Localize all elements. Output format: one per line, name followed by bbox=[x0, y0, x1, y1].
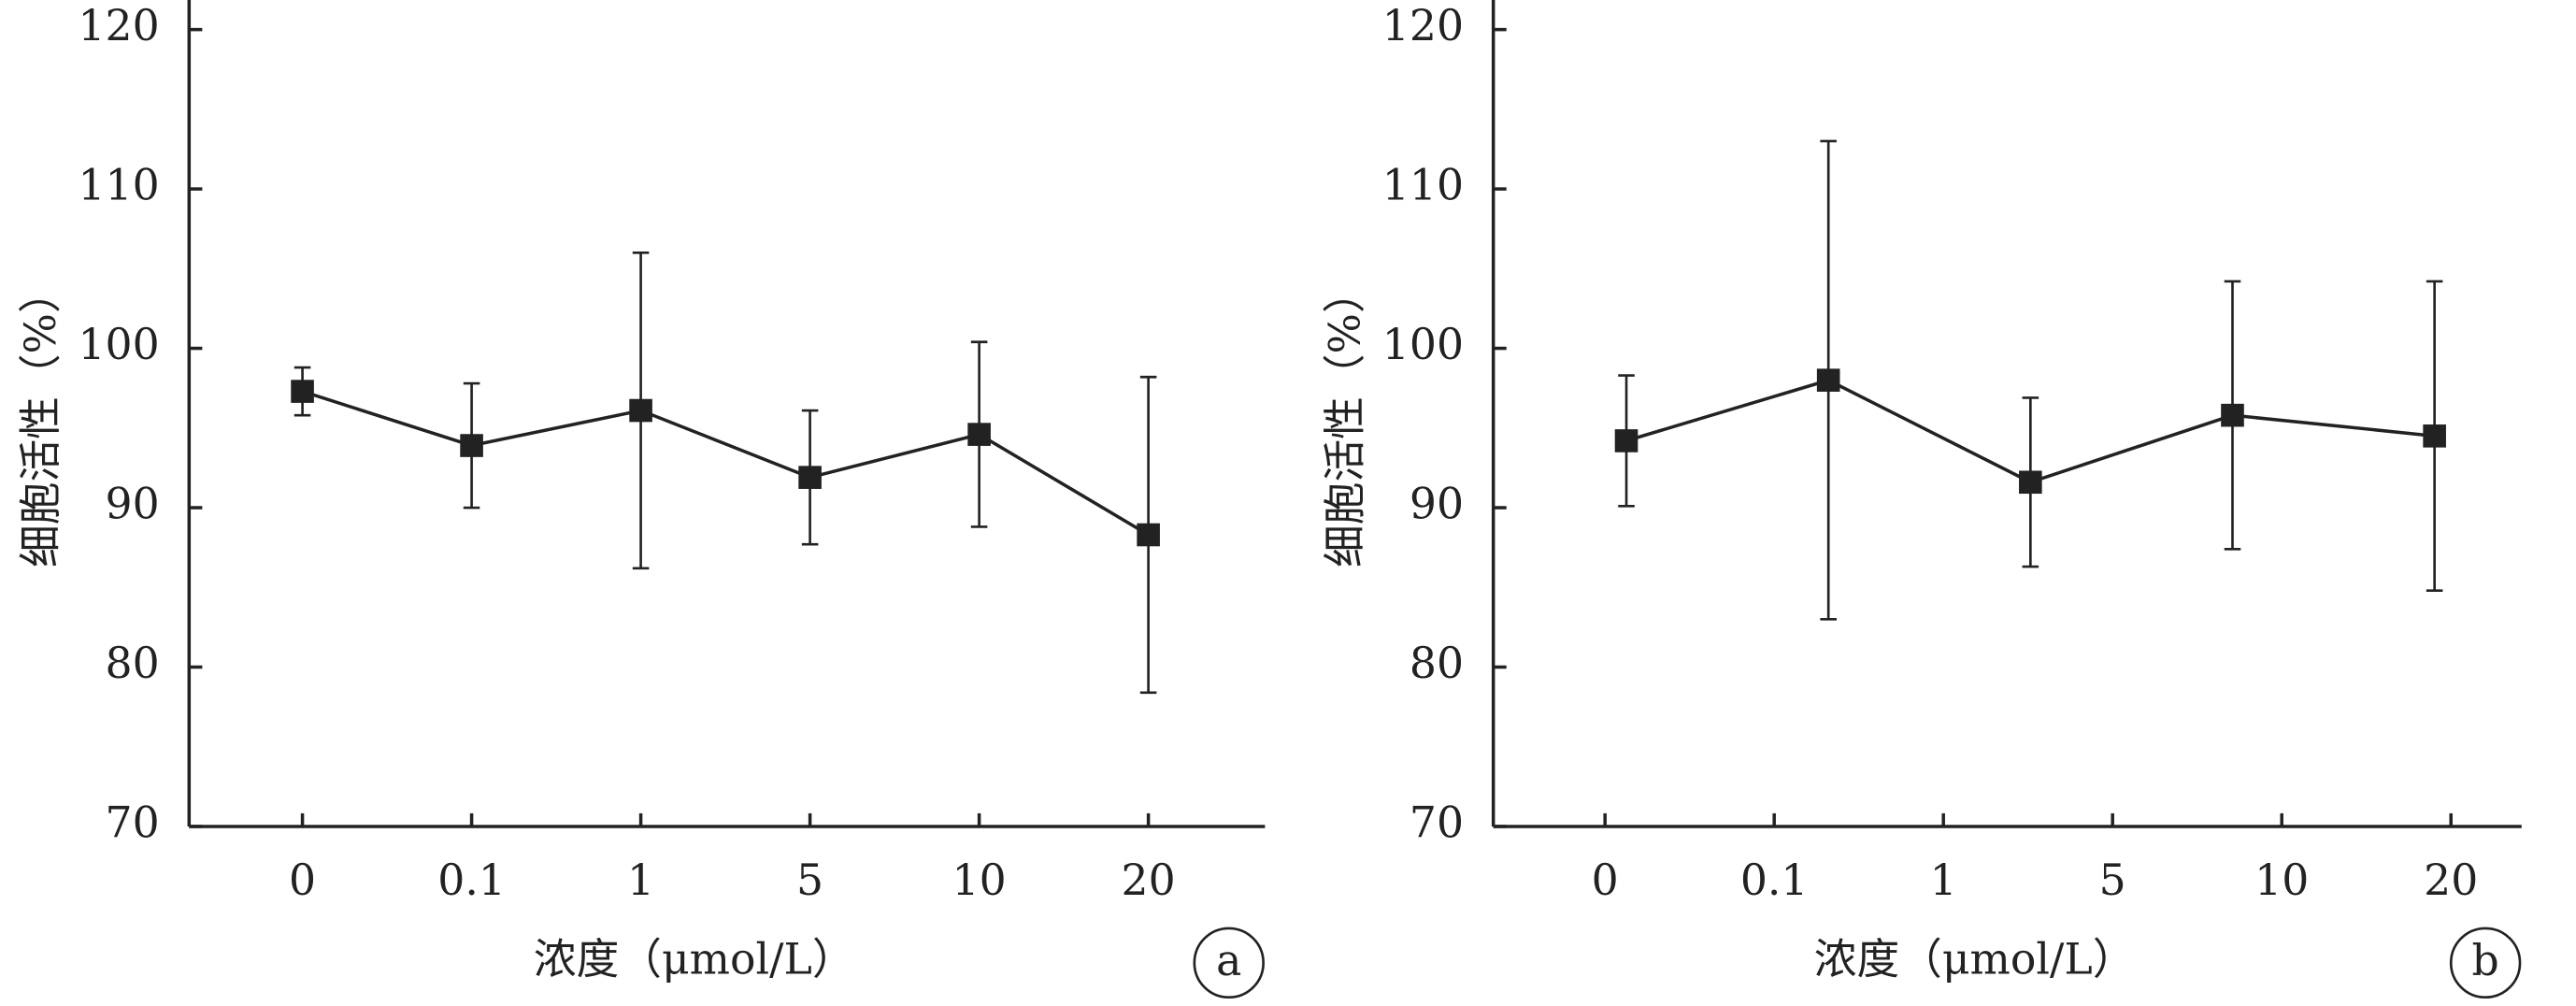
x-tick-label: 5 bbox=[2099, 855, 2126, 905]
marker bbox=[967, 423, 991, 446]
x-axis-label: 浓度（μmol/L） bbox=[1814, 934, 2136, 984]
y-tick-label: 70 bbox=[106, 798, 160, 847]
x-tick-label: 10 bbox=[952, 855, 1007, 905]
panel-badge bbox=[1193, 927, 1265, 999]
marker bbox=[1614, 429, 1639, 453]
y-tick-label: 100 bbox=[78, 320, 159, 369]
panel-label: b bbox=[2472, 936, 2499, 985]
y-axis-label: 细胞活性（%） bbox=[1321, 270, 1370, 568]
x-tick-label: 1 bbox=[627, 855, 654, 905]
x-tick-label: 1 bbox=[1930, 855, 1957, 905]
y-tick-label: 80 bbox=[106, 639, 160, 688]
x-tick-label: 5 bbox=[796, 855, 823, 905]
y-axis-label: 细胞活性（%） bbox=[16, 270, 65, 568]
x-tick-label: 20 bbox=[1122, 855, 1176, 905]
x-tick-label: 20 bbox=[2424, 855, 2478, 905]
marker bbox=[2019, 470, 2042, 495]
y-tick-label: 120 bbox=[78, 1, 159, 50]
panel: 70 80 90 100 110 120 0 0.1 1 5 10 20 浓度（μmol/L） 细胞活性（… bbox=[16, 0, 1266, 999]
marker bbox=[2423, 424, 2446, 448]
line bbox=[302, 389, 1150, 537]
x-axis-label: 浓度（μmol/L） bbox=[534, 934, 855, 984]
y-tick-label: 90 bbox=[1410, 480, 1464, 529]
y-tick-label: 120 bbox=[1382, 1, 1464, 50]
x-tick-label: 0 bbox=[289, 855, 316, 905]
x-tick-label: 0.1 bbox=[1740, 855, 1809, 905]
panel-label: a bbox=[1216, 936, 1241, 985]
marker bbox=[798, 466, 822, 489]
y-tick-label: 80 bbox=[1410, 639, 1464, 688]
x-tick-label: 0 bbox=[1592, 855, 1619, 905]
marker bbox=[2221, 403, 2244, 427]
marker bbox=[1137, 523, 1160, 547]
panel-badge bbox=[2449, 927, 2522, 999]
marker bbox=[460, 434, 483, 457]
y-tick-label: 100 bbox=[1382, 320, 1464, 369]
y-tick-label: 110 bbox=[78, 161, 159, 210]
y-tick-label: 90 bbox=[106, 480, 160, 529]
marker bbox=[1816, 368, 1840, 392]
x-tick-label: 0.1 bbox=[437, 855, 506, 905]
panel: 70 80 90 100 110 120 0 0.1 1 5 10 20 浓度（μmol/L） 细胞活性（… bbox=[1321, 0, 2522, 999]
marker bbox=[291, 380, 314, 403]
y-tick-label: 70 bbox=[1410, 798, 1464, 847]
x-tick-label: 10 bbox=[2254, 855, 2309, 905]
y-tick-label: 110 bbox=[1382, 161, 1464, 210]
marker bbox=[629, 398, 652, 423]
